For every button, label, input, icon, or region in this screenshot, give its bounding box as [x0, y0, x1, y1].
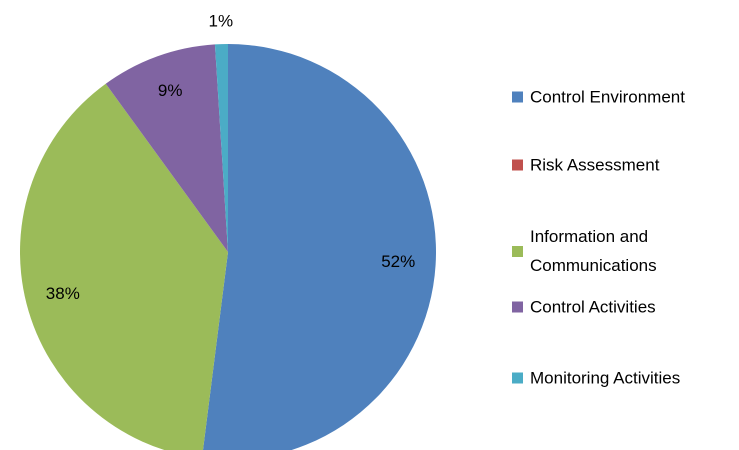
pie-slice: [105, 44, 228, 252]
pie-slice: [20, 83, 228, 450]
legend-swatch: [512, 159, 523, 171]
legend-label: Risk Assessment: [530, 155, 660, 175]
legend-swatch: [512, 91, 523, 103]
pie-slice: [202, 44, 436, 450]
legend-item: Information and Communications: [512, 222, 712, 280]
legend-swatch: [512, 245, 523, 257]
legend-item: Control Environment: [512, 83, 712, 112]
data-label: 38%: [46, 284, 80, 303]
data-label: 9%: [158, 81, 183, 100]
legend-swatch: [512, 301, 523, 313]
data-label: 1%: [208, 12, 233, 31]
legend-item: Control Activities: [512, 293, 712, 322]
legend-label: Control Activities: [530, 297, 656, 317]
legend-label: Information and Communications: [530, 227, 657, 275]
legend-item: Monitoring Activities: [512, 364, 712, 393]
legend-swatch: [512, 372, 523, 384]
data-label: 52%: [381, 252, 415, 271]
legend-item: Risk Assessment: [512, 151, 712, 180]
legend-label: Control Environment: [530, 87, 685, 107]
legend-label: Monitoring Activities: [530, 368, 681, 388]
pie-slice: [214, 44, 228, 252]
